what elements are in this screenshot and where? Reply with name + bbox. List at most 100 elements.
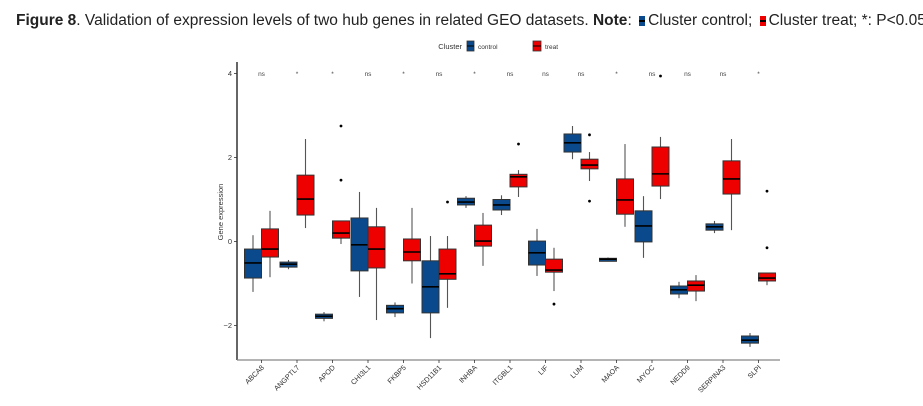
x-tick-label: ITGBL1 <box>491 363 515 387</box>
significance-label: ns <box>258 71 266 78</box>
box-treat-inhba <box>474 212 492 266</box>
note-label: Note <box>592 12 628 29</box>
boxes <box>244 74 776 347</box>
legend-item-control: control <box>466 40 498 52</box>
box-iqr <box>367 226 386 269</box>
outlier-point <box>765 246 769 250</box>
box-control-abca8 <box>244 235 262 292</box>
y-tick-label: 0 <box>228 237 232 246</box>
outlier-point <box>339 124 343 128</box>
outlier-point <box>659 74 662 78</box>
x-tick-label: NEDD9 <box>668 363 692 387</box>
y-axis-label: Gene expression <box>216 184 225 241</box>
box-control-nedd9 <box>670 281 688 299</box>
x-tick-label: SERPINA3 <box>696 363 728 395</box>
control-swatch-icon <box>639 16 646 26</box>
box-iqr <box>296 174 315 216</box>
box-control-myoc <box>634 196 653 258</box>
y-tick-label: 2 <box>228 153 232 162</box>
outlier-point <box>517 142 520 146</box>
box-treat-chi3l1 <box>367 207 386 321</box>
x-tick-label: LUM <box>568 363 585 380</box>
box-iqr <box>438 248 457 280</box>
x-tick-labels: ABCA8 ANGPTL7 APOD CHI3L1 FKBP5 HSD11B1 INHBA I… <box>243 360 763 395</box>
box-control-lum <box>563 126 582 160</box>
significance-label: ns <box>720 71 728 78</box>
y-tick-label: 4 <box>228 69 232 78</box>
box-control-fkbp5 <box>386 302 404 318</box>
outlier-point <box>339 178 343 182</box>
significance-label: * <box>402 71 405 78</box>
outlier-point <box>446 200 449 204</box>
outlier-point <box>588 199 591 203</box>
figure-label: Figure 8 <box>16 12 77 29</box>
caption-text: . Validation of expression levels of two… <box>76 12 593 29</box>
legend: Cluster control treat <box>438 40 558 52</box>
box-treat-abca8 <box>261 210 279 278</box>
box-treat-nedd9 <box>687 275 705 302</box>
box-treat-myoc <box>651 74 670 200</box>
box-iqr <box>687 280 705 292</box>
note-control: Cluster control; <box>648 12 757 29</box>
box-iqr <box>616 178 634 215</box>
box-control-chi3l1 <box>350 191 369 297</box>
y-tick-label: −2 <box>223 321 232 330</box>
box-treat-angptl7 <box>296 139 315 229</box>
note-treat: Cluster treat; <box>768 12 862 29</box>
legend-title: Cluster <box>438 42 462 51</box>
significance-label: ns <box>507 71 515 78</box>
outlier-point <box>588 133 591 137</box>
box-control-inhba <box>457 196 475 208</box>
box-treat-lum <box>580 133 599 203</box>
figure-caption: Figure 8. Validation of expression level… <box>16 12 923 30</box>
box-control-angptl7 <box>279 259 298 270</box>
box-control-apod <box>315 312 333 322</box>
axes: −2 0 2 4 <box>223 62 780 361</box>
x-tick-label: HSD11B1 <box>415 363 444 392</box>
box-treat-maoa <box>616 144 634 227</box>
x-tick-label: INHBA <box>457 363 479 385</box>
treat-swatch-icon <box>759 16 766 26</box>
box-control-hsd11b1 <box>421 236 440 339</box>
box-iqr <box>474 224 492 247</box>
box-iqr <box>332 220 350 239</box>
significance-label: * <box>296 71 299 78</box>
box-control-maoa <box>599 257 617 262</box>
significance-label: ns <box>684 71 692 78</box>
significance-label: ns <box>436 71 444 78</box>
box-treat-itgbl1 <box>509 142 528 197</box>
box-treat-slpi <box>758 189 776 286</box>
box-control-serpina3 <box>705 220 724 234</box>
box-treat-hsd11b1 <box>438 200 457 308</box>
box-treat-serpina3 <box>722 139 741 231</box>
outlier-point <box>552 302 556 306</box>
x-tick-label: APOD <box>316 363 337 384</box>
significance-label: ns <box>649 71 657 78</box>
legend-label-control: control <box>478 44 498 51</box>
legend-item-treat: treat <box>532 40 558 52</box>
significance-label: ns <box>578 71 586 78</box>
box-iqr <box>758 272 776 282</box>
significance-label: * <box>615 71 618 78</box>
legend-label-treat: treat <box>545 44 558 51</box>
box-control-itgbl1 <box>492 195 511 216</box>
box-treat-apod <box>332 124 350 245</box>
outlier-point <box>765 189 769 193</box>
box-iqr <box>651 146 670 187</box>
significance-labels: ns * * ns * ns * ns ns ns * ns ns ns * <box>258 71 760 78</box>
significance-label: ns <box>365 71 373 78</box>
box-iqr <box>261 228 279 258</box>
note-significance: *: P<0.05. <box>861 12 923 29</box>
significance-label: ns <box>542 71 550 78</box>
box-control-slpi <box>741 333 759 347</box>
box-iqr <box>580 158 599 170</box>
significance-label: * <box>331 71 334 78</box>
significance-label: * <box>473 71 476 78</box>
x-tick-label: ANGPTL7 <box>272 363 302 393</box>
box-control-lif <box>528 228 546 276</box>
significance-label: * <box>757 71 760 78</box>
box-treat-lif <box>545 247 563 306</box>
x-tick-label: SLPI <box>746 363 763 380</box>
x-tick-label: MAOA <box>600 363 621 384</box>
